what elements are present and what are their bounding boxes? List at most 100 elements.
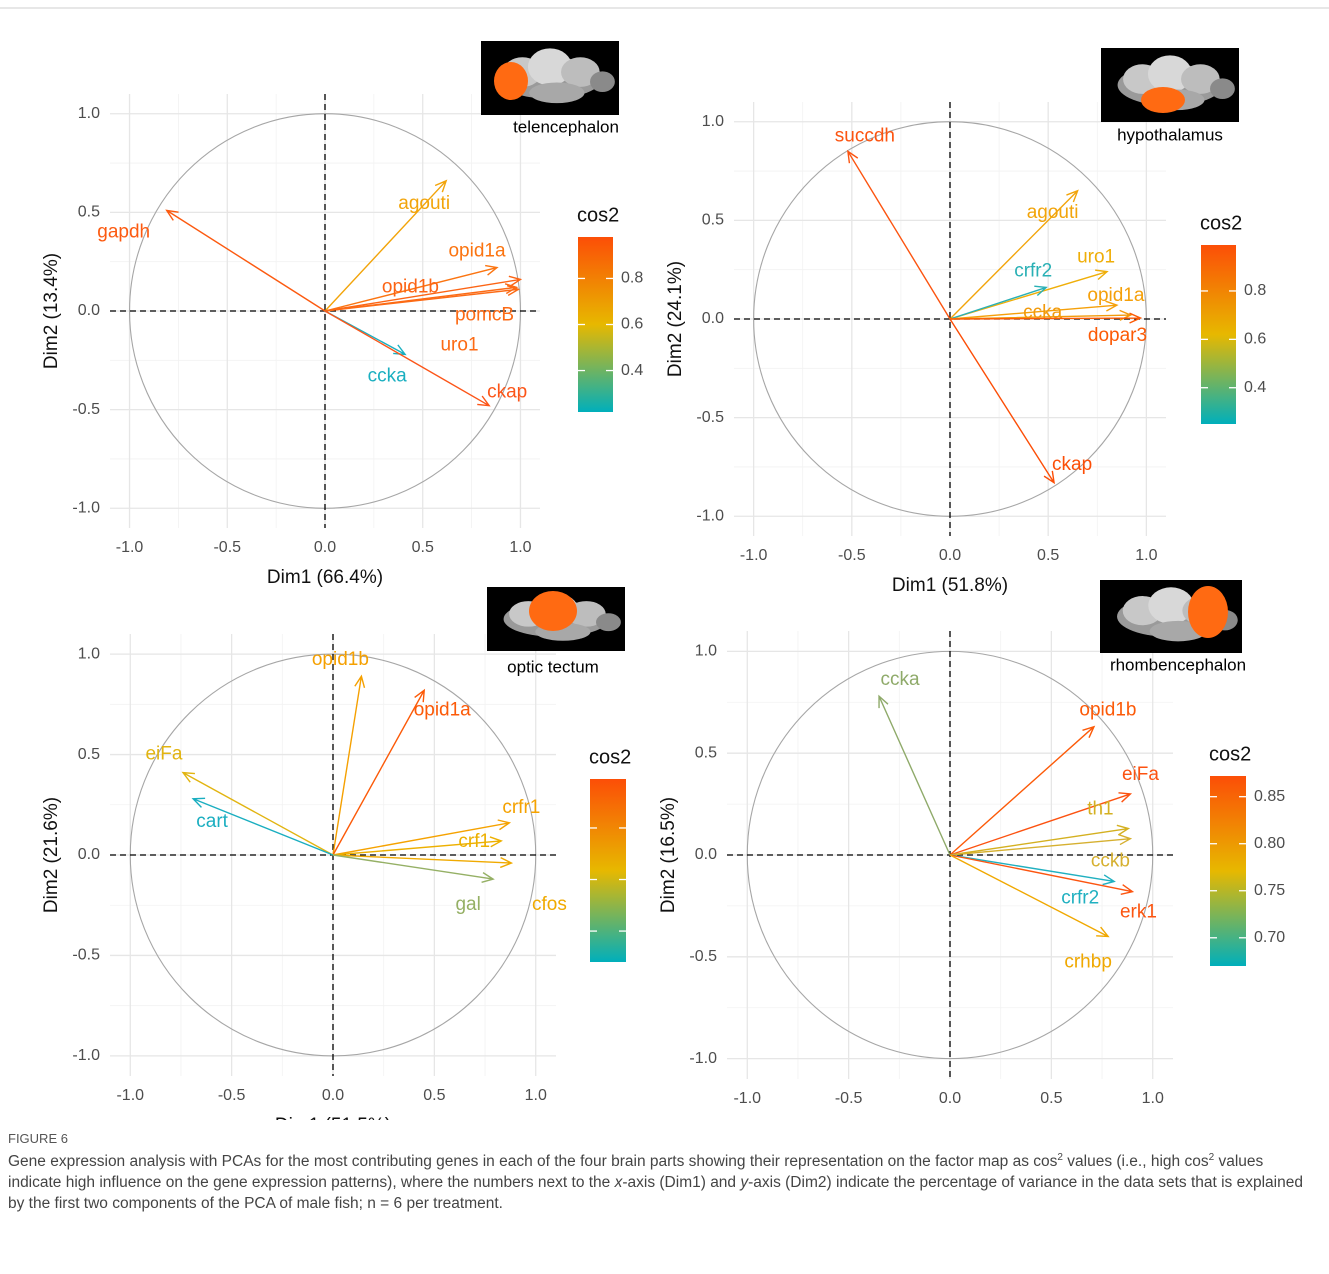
arrow-label: crfr1 <box>502 797 540 818</box>
brain-region <box>1188 586 1228 638</box>
figure: -1.0-0.50.00.51.0-1.0-0.50.00.51.0gapdha… <box>0 0 1329 1120</box>
x-axis-title: Dim1 (66.4%) <box>267 567 383 588</box>
arrow-label: pomcB <box>455 304 514 325</box>
colorbar-tick-label: 0.8 <box>621 270 643 287</box>
arrow-label: gal <box>455 894 480 915</box>
y-tick-label: 0.5 <box>695 744 717 761</box>
caption-part: Gene expression analysis with PCAs for t… <box>8 1153 1057 1170</box>
x-tick-label: 0.0 <box>314 539 336 556</box>
x-tick-label: 0.5 <box>423 1087 445 1104</box>
legend-title: cos2 <box>589 746 631 768</box>
arrow <box>950 727 1094 855</box>
x-tick-label: -1.0 <box>116 539 144 556</box>
arrow <box>333 855 511 867</box>
brain-lobe <box>596 613 621 631</box>
region-label: telencephalon <box>513 117 619 136</box>
brain-region <box>1141 87 1185 113</box>
arrow <box>848 151 950 319</box>
arrow-label: agouti <box>1027 202 1079 223</box>
x-tick-label: -1.0 <box>733 1090 761 1107</box>
x-tick-label: 1.0 <box>525 1087 547 1104</box>
y-axis-title: Dim2 (13.4%) <box>41 253 62 369</box>
y-tick-label: -1.0 <box>689 1050 717 1067</box>
x-tick-label: -0.5 <box>218 1087 246 1104</box>
panel: -1.0-0.50.00.51.0-1.0-0.50.00.51.0opid1b… <box>41 587 631 1120</box>
arrow-label: cfos <box>532 894 567 915</box>
x-tick-label: 1.0 <box>1142 1090 1164 1107</box>
page: {"figure_label": "FIGURE 6", "caption": … <box>0 0 1329 1274</box>
y-tick-label: -0.5 <box>696 409 724 426</box>
caption-italic: y <box>740 1174 748 1191</box>
arrow-label: opid1b <box>382 276 439 297</box>
y-axis-title: Dim2 (16.5%) <box>658 797 679 913</box>
brain-icon <box>1100 580 1242 653</box>
arrow-label: crf1 <box>458 831 490 852</box>
legend-title: cos2 <box>577 204 619 226</box>
y-axis-title: Dim2 (24.1%) <box>665 261 686 377</box>
colorbar-tick-label: 0.75 <box>1254 882 1285 899</box>
arrow-label: cart <box>196 811 228 832</box>
x-axis-title: Dim1 (51.8%) <box>892 575 1008 596</box>
x-axis-title: Dim1 (51.5%) <box>275 1115 391 1120</box>
arrow-label: ccka <box>368 365 408 386</box>
arrow-label: ccka <box>1023 302 1063 323</box>
y-tick-label: 0.5 <box>78 204 100 221</box>
colorbar-tick-label: 0.6 <box>621 316 643 333</box>
region-label: optic tectum <box>507 657 599 676</box>
legend-title: cos2 <box>1200 212 1242 234</box>
legend-title: cos2 <box>1209 743 1251 765</box>
arrow-label: erk1 <box>1120 902 1157 923</box>
x-tick-label: 1.0 <box>1135 547 1157 564</box>
arrow-label: ckap <box>1052 454 1092 475</box>
x-tick-label: 1.0 <box>509 539 531 556</box>
brain-region <box>494 62 528 100</box>
region-label: hypothalamus <box>1117 125 1223 144</box>
arrow-label: ckap <box>487 382 527 403</box>
panel: -1.0-0.50.00.51.0-1.0-0.50.00.51.0succdh… <box>665 48 1266 596</box>
x-axis-title: Dim1 (61.6%) <box>892 1118 1008 1120</box>
colorbar-tick-label: 0.6 <box>1244 331 1266 348</box>
y-tick-label: 1.0 <box>78 105 100 122</box>
arrow-label: eiFa <box>145 744 182 765</box>
caption: FIGURE 6 Gene expression analysis with P… <box>8 1128 1308 1214</box>
y-tick-label: -1.0 <box>696 507 724 524</box>
colorbar-tick-label: 0.85 <box>1254 788 1285 805</box>
y-tick-label: -0.5 <box>72 947 100 964</box>
x-tick-label: -1.0 <box>116 1087 144 1104</box>
colorbar-tick-label: 0.70 <box>1254 929 1285 946</box>
arrow <box>333 676 364 855</box>
x-tick-label: -0.5 <box>213 539 241 556</box>
x-tick-label: -0.5 <box>835 1090 863 1107</box>
brain-region <box>529 591 577 631</box>
arrow-label: uro1 <box>440 334 478 355</box>
figure-label: FIGURE 6 <box>8 1128 1308 1149</box>
y-tick-label: 0.0 <box>78 302 100 319</box>
colorbar <box>1201 245 1236 424</box>
y-tick-label: 1.0 <box>78 645 100 662</box>
x-tick-label: 0.0 <box>939 547 961 564</box>
colorbar <box>590 779 626 962</box>
colorbar-tick-label: 0.4 <box>621 362 643 379</box>
arrow-label: opid1b <box>312 649 369 670</box>
arrow-label: opid1a <box>414 699 471 720</box>
brain-lobe <box>1210 78 1235 99</box>
arrow-label: crfr2 <box>1061 887 1099 908</box>
y-tick-label: -1.0 <box>72 1047 100 1064</box>
arrow-label: opid1b <box>1079 700 1136 721</box>
y-tick-label: -1.0 <box>72 499 100 516</box>
x-tick-label: 0.0 <box>322 1087 344 1104</box>
caption-text: Gene expression analysis with PCAs for t… <box>8 1151 1308 1214</box>
colorbar-tick-label: 0.8 <box>1244 282 1266 299</box>
colorbar-tick-label: 0.80 <box>1254 835 1285 852</box>
y-tick-label: 0.5 <box>78 746 100 763</box>
arrow <box>167 210 325 311</box>
x-tick-label: 0.5 <box>412 539 434 556</box>
arrow-label: opid1a <box>448 241 505 262</box>
x-tick-label: 0.5 <box>1040 1090 1062 1107</box>
y-tick-label: -0.5 <box>689 948 717 965</box>
arrow-label: th1 <box>1087 799 1113 820</box>
brain-lobe <box>590 71 615 92</box>
arrow-label: crfr2 <box>1014 260 1052 281</box>
brain-icon <box>487 587 625 651</box>
